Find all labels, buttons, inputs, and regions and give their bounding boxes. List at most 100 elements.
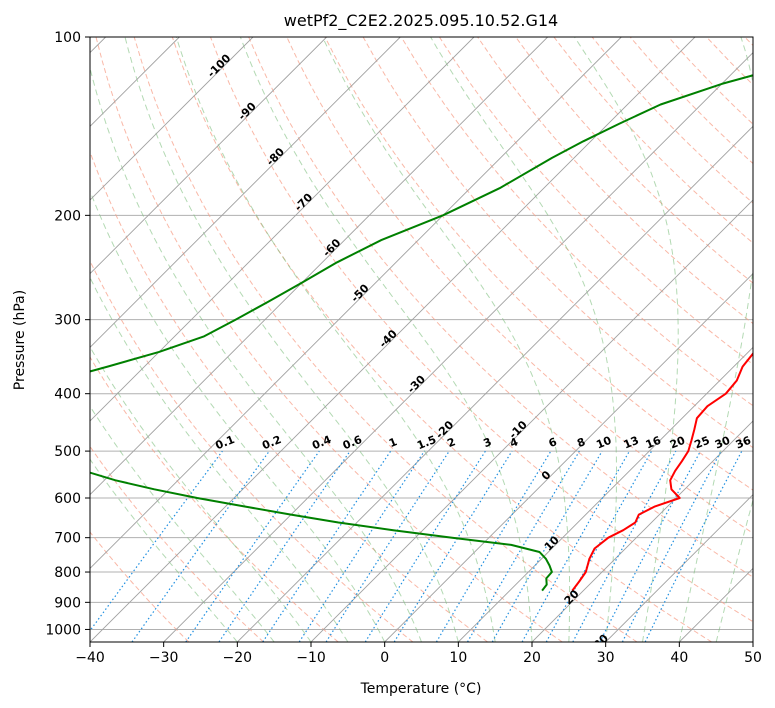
isotherm-line: [163, 52, 753, 642]
isotherm-line: [90, 37, 401, 348]
mixing-ratio-line: [131, 450, 270, 642]
isotherm-line: [90, 37, 254, 201]
mixing-ratio-line: [599, 450, 702, 642]
dry-adiabat: [248, 37, 753, 578]
dry-adiabat: [90, 259, 414, 642]
isotherm-line: [531, 420, 753, 642]
isotherm-line: [237, 125, 753, 642]
isotherm-line: [90, 37, 696, 642]
isotherm-line: [310, 199, 753, 642]
x-tick-label: −40: [75, 650, 105, 666]
isotherm-label: 30: [591, 631, 611, 651]
profile-lines: [90, 74, 753, 592]
x-tick-label: 20: [523, 650, 541, 666]
inline-labels: 0.1 0.2 0.4 0.6 1 1.5 2 3 4 6 8 10 13 16 20 25 30 36-100-…: [205, 51, 753, 689]
mixing-ratio-label: 6: [547, 435, 559, 450]
moist-adiabat: [239, 37, 533, 642]
mixing-ratio-line: [435, 450, 552, 642]
dry-adiabat: [744, 37, 753, 47]
isotherm-label: -40: [377, 327, 400, 350]
chart-title: wetPf2_C2E2.2025.095.10.52.G14: [284, 11, 558, 31]
x-tick-label: −30: [149, 650, 179, 666]
mixing-ratio-label: 25: [693, 434, 712, 452]
x-tick-label: 40: [670, 650, 688, 666]
axes: −40 −30 −20 −10 0 10 20 30 40 5010020030040050060…: [45, 30, 762, 666]
isotherm-line: [679, 567, 753, 642]
isotherm-line: [384, 273, 753, 642]
dry-adiabat: [90, 150, 488, 642]
mixing-ratio-label: 16: [644, 434, 663, 452]
dry-adiabat: [438, 37, 753, 366]
x-tick-label: 10: [449, 650, 467, 666]
moist-adiabat: [90, 458, 238, 642]
dry-adiabat: [210, 37, 753, 623]
mixing-ratio-line: [521, 450, 631, 642]
isotherm-label: -60: [320, 236, 343, 259]
dry-adiabat: [591, 37, 753, 204]
x-tick-label: −20: [223, 650, 253, 666]
moist-adiabat: [90, 405, 275, 642]
isotherm-label: -90: [236, 100, 259, 123]
moist-adiabat: [678, 37, 753, 642]
mixing-ratio-label: 36: [734, 434, 753, 452]
moist-adiabat: [175, 37, 496, 642]
mixing-ratio-label: 3: [482, 435, 494, 450]
y-tick-label: 200: [54, 208, 81, 224]
isotherm-line: [90, 37, 548, 496]
mixing-ratio-line: [644, 450, 743, 642]
dry-adiabat: [90, 445, 264, 642]
dry-adiabat: [553, 37, 753, 244]
dry-adiabat: [400, 37, 753, 407]
isotherm-line: [90, 37, 327, 275]
mixing-ratio-label: 0.6: [341, 433, 364, 452]
y-tick-label: 1000: [45, 622, 81, 638]
y-tick-label: 500: [54, 444, 81, 460]
x-tick-label: 0: [380, 650, 389, 666]
temperature-line: [571, 352, 753, 592]
y-tick-label: 900: [54, 595, 81, 611]
y-tick-label: 100: [54, 30, 81, 46]
dry-adiabat: [90, 356, 339, 642]
x-tick-label: 50: [744, 650, 762, 666]
mixing-ratio-line: [90, 450, 223, 632]
isotherm-label: -80: [264, 145, 287, 168]
moist-adiabat: [90, 345, 312, 642]
isotherm-label: 40: [627, 669, 647, 689]
mixing-ratio-line: [393, 450, 513, 642]
isotherm-line: [458, 346, 753, 642]
mixing-ratio-label: 20: [668, 434, 687, 452]
moist-adiabat: [124, 37, 459, 642]
mixing-ratio-line: [572, 450, 677, 642]
moist-adiabat: [90, 189, 386, 642]
mixing-ratio-line: [466, 450, 580, 642]
isotherm-label: -70: [292, 191, 315, 214]
plot-frame: [89, 36, 754, 643]
isotherm-line: [90, 37, 622, 569]
y-tick-label: 300: [54, 313, 81, 329]
isotherm-line: [605, 494, 753, 642]
isotherm-label: 20: [562, 587, 582, 607]
x-tick-label: −10: [296, 650, 326, 666]
dry-adiabat: [95, 37, 563, 642]
moist-adiabat: [715, 498, 753, 642]
moist-adiabat: [322, 37, 571, 642]
mixing-ratio-line: [218, 450, 351, 642]
mixing-ratio-label: 0.2: [260, 433, 283, 452]
moist-adiabat: [90, 276, 349, 642]
y-axis-label: Pressure (hPa): [12, 290, 28, 390]
y-tick-label: 700: [54, 531, 81, 547]
mixing-ratio-label: 1.5: [415, 433, 438, 452]
dewpoint-line: [90, 74, 753, 592]
mixing-ratio-label: 0.4: [310, 433, 333, 452]
y-tick-label: 800: [54, 565, 81, 581]
mixing-ratio-label: 10: [594, 434, 613, 452]
mixing-ratio-line: [298, 450, 425, 642]
dry-adiabat: [133, 37, 638, 642]
dry-adiabat: [171, 37, 712, 642]
x-tick-label: 30: [597, 650, 615, 666]
dry-adiabat: [668, 37, 753, 125]
dry-adiabat: [90, 531, 190, 642]
isotherm-label: -30: [405, 372, 428, 395]
isotherm-line: [90, 37, 475, 422]
mixing-ratio-line: [621, 450, 722, 642]
